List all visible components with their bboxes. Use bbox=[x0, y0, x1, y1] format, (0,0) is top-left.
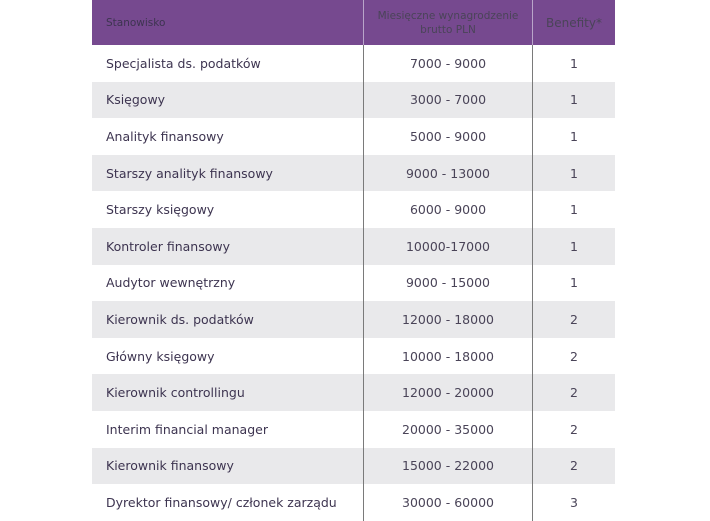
table-row: Starszy analityk finansowy 9000 - 13000 1 bbox=[92, 154, 615, 192]
header-salary: Miesięczne wynagrodzenie brutto PLN bbox=[363, 0, 532, 45]
cell-salary: 15000 - 22000 bbox=[363, 447, 532, 485]
cell-salary: 12000 - 20000 bbox=[363, 374, 532, 411]
table-row: Audytor wewnętrzny 9000 - 15000 1 bbox=[92, 264, 615, 302]
cell-salary: 3000 - 7000 bbox=[363, 81, 532, 119]
header-benefits: Benefity* bbox=[532, 0, 615, 45]
table-row: Kierownik ds. podatków 12000 - 18000 2 bbox=[92, 301, 615, 338]
table-row: Kontroler finansowy 10000-17000 1 bbox=[92, 227, 615, 265]
cell-position: Interim financial manager bbox=[106, 421, 268, 437]
cell-benefits: 2 bbox=[532, 301, 615, 338]
cell-benefits: 1 bbox=[532, 264, 615, 302]
cell-position: Analityk finansowy bbox=[106, 128, 224, 144]
table-header: Stanowisko Miesięczne wynagrodzenie brut… bbox=[92, 0, 615, 45]
table-row: Starszy księgowy 6000 - 9000 1 bbox=[92, 191, 615, 228]
table-row: Analityk finansowy 5000 - 9000 1 bbox=[92, 118, 615, 155]
table-row: Interim financial manager 20000 - 35000 2 bbox=[92, 410, 615, 448]
table-row: Główny księgowy 10000 - 18000 2 bbox=[92, 337, 615, 375]
cell-salary: 30000 - 60000 bbox=[363, 484, 532, 521]
salary-table: Stanowisko Miesięczne wynagrodzenie brut… bbox=[92, 0, 615, 521]
cell-position: Starszy księgowy bbox=[106, 202, 215, 218]
cell-benefits: 1 bbox=[532, 191, 615, 228]
cell-position: Specjalista ds. podatków bbox=[106, 55, 261, 71]
cell-position: Kierownik ds. podatków bbox=[106, 311, 254, 327]
cell-benefits: 1 bbox=[532, 45, 615, 82]
cell-position: Kierownik controllingu bbox=[106, 385, 245, 401]
cell-position: Audytor wewnętrzny bbox=[106, 275, 236, 291]
table-row: Specjalista ds. podatków 7000 - 9000 1 bbox=[92, 45, 615, 82]
cell-benefits: 1 bbox=[532, 81, 615, 119]
table-row: Kierownik controllingu 12000 - 20000 2 bbox=[92, 374, 615, 411]
table-body: Specjalista ds. podatków 7000 - 9000 1 Księ… bbox=[92, 45, 615, 521]
table-row: Dyrektor finansowy/ członek zarządu 30000… bbox=[92, 484, 615, 521]
table-row: Kierownik finansowy 15000 - 22000 2 bbox=[92, 447, 615, 485]
cell-benefits: 1 bbox=[532, 154, 615, 192]
cell-salary: 5000 - 9000 bbox=[363, 118, 532, 155]
table-row: Księgowy 3000 - 7000 1 bbox=[92, 81, 615, 119]
cell-position: Główny księgowy bbox=[106, 348, 215, 364]
cell-benefits: 3 bbox=[532, 484, 615, 521]
cell-position: Kontroler finansowy bbox=[106, 238, 230, 254]
cell-position: Dyrektor finansowy/ członek zarządu bbox=[106, 494, 337, 510]
cell-salary: 7000 - 9000 bbox=[363, 45, 532, 82]
cell-position: Księgowy bbox=[106, 92, 166, 108]
cell-position: Kierownik finansowy bbox=[106, 458, 234, 474]
cell-salary: 10000-17000 bbox=[363, 227, 532, 265]
cell-benefits: 1 bbox=[532, 227, 615, 265]
cell-benefits: 2 bbox=[532, 410, 615, 448]
header-position: Stanowisko bbox=[106, 16, 166, 29]
cell-position: Starszy analityk finansowy bbox=[106, 165, 273, 181]
cell-benefits: 2 bbox=[532, 447, 615, 485]
cell-benefits: 2 bbox=[532, 337, 615, 375]
cell-salary: 9000 - 13000 bbox=[363, 154, 532, 192]
cell-salary: 20000 - 35000 bbox=[363, 410, 532, 448]
cell-benefits: 2 bbox=[532, 374, 615, 411]
cell-salary: 12000 - 18000 bbox=[363, 301, 532, 338]
cell-benefits: 1 bbox=[532, 118, 615, 155]
cell-salary: 9000 - 15000 bbox=[363, 264, 532, 302]
cell-salary: 6000 - 9000 bbox=[363, 191, 532, 228]
cell-salary: 10000 - 18000 bbox=[363, 337, 532, 375]
